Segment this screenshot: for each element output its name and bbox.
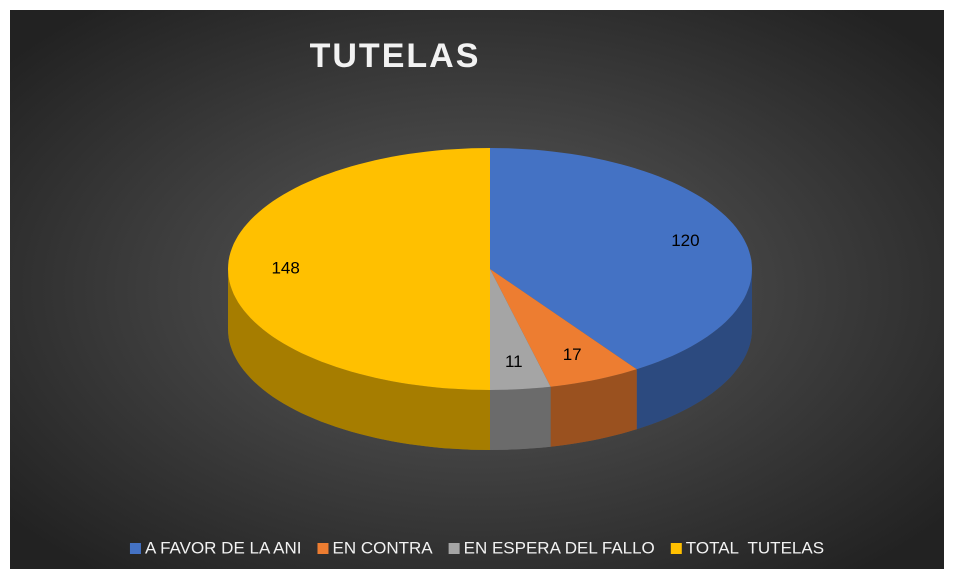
legend-label: A FAVOR DE LA ANI xyxy=(145,538,302,557)
legend-label: EN CONTRA xyxy=(332,538,433,557)
slice-side-shade xyxy=(636,269,752,430)
legend-label: TOTAL TUTELAS xyxy=(686,538,824,557)
pie-slice xyxy=(228,148,490,390)
slice-side-shade xyxy=(490,386,551,450)
data-label: 11 xyxy=(505,352,523,371)
slice-side xyxy=(228,269,490,450)
legend-swatch xyxy=(317,543,329,554)
legend-swatch xyxy=(129,543,141,554)
slice-side xyxy=(636,269,752,430)
pie-slice xyxy=(490,148,752,370)
legend-label: EN ESPERA DEL FALLO xyxy=(464,538,655,557)
legend-swatch xyxy=(448,543,460,554)
data-label: 120 xyxy=(671,231,699,250)
slice-side-shade xyxy=(550,369,637,447)
data-label: 17 xyxy=(563,345,582,364)
data-label: 148 xyxy=(271,258,299,277)
pie-slice xyxy=(490,269,637,387)
slice-side xyxy=(490,386,551,450)
slice-side xyxy=(550,369,637,447)
legend-swatch xyxy=(670,543,682,554)
pie-slice xyxy=(490,269,551,390)
slice-side-shade xyxy=(228,269,490,450)
chart-title: TUTELAS xyxy=(310,37,481,75)
